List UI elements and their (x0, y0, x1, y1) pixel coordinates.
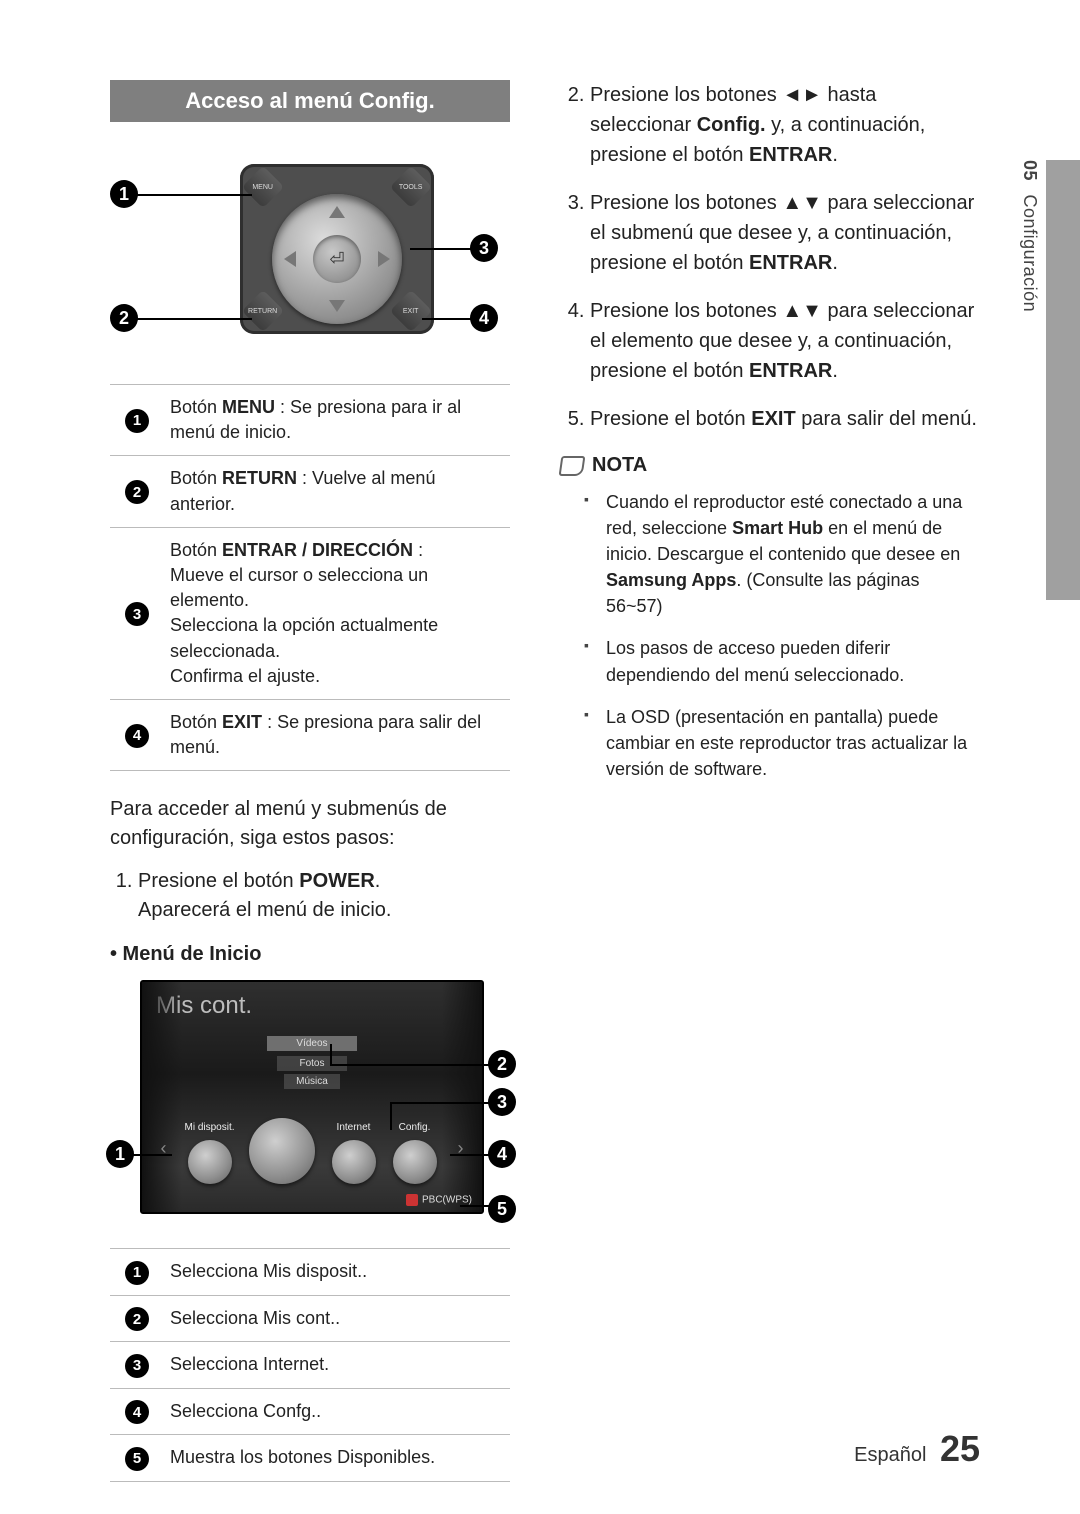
list-item: Presione los botones ▲▼ para seleccionar… (590, 188, 980, 278)
leader-line (136, 318, 252, 320)
note-heading: NOTA (560, 454, 980, 477)
right-edge-tab (1046, 160, 1080, 600)
row-text: Selecciona Mis cont.. (164, 1295, 510, 1342)
section-title-bar: Acceso al menú Config. (110, 80, 510, 122)
dpad-enter-icon: ⏎ (313, 235, 361, 283)
home-icon-config: Config. (393, 1140, 437, 1184)
row-number: 2 (125, 480, 149, 504)
section-number: 05 (1019, 160, 1040, 181)
remote-body: MENU TOOLS RETURN EXIT ⏎ (240, 164, 434, 334)
row-number: 2 (125, 1307, 149, 1331)
row-text: Botón MENU : Se presiona para ir al menú… (164, 385, 510, 456)
remote-callout-3: 3 (470, 234, 498, 262)
home-icon-center (249, 1118, 315, 1184)
home-icon-midisposit: Mi disposit. (188, 1140, 232, 1184)
dpad-up-icon (329, 206, 345, 218)
row-text: Botón RETURN : Vuelve al menú anterior. (164, 456, 510, 527)
leader-line (460, 1205, 490, 1207)
table-row: 3 Botón ENTRAR / DIRECCIÓN :Mueve el curs… (110, 527, 510, 699)
leader-line (132, 1154, 172, 1156)
section-name: Configuración (1020, 195, 1040, 313)
home-menu-icon-row: ‹ Mi disposit. Internet Config. › (142, 1112, 482, 1184)
home-menu-diagram: Mis cont. Vídeos Fotos Música ‹ Mi dispo… (110, 980, 510, 1230)
homemenu-callout-5: 5 (488, 1195, 516, 1223)
notes-list: Cuando el reproductor esté conectado a u… (560, 489, 980, 782)
left-steps-list: Presione el botón POWER.Aparecerá el men… (110, 867, 510, 925)
home-icon-internet: Internet (332, 1140, 376, 1184)
table-row: 4 Botón EXIT : Se presiona para salir del… (110, 699, 510, 770)
row-number: 1 (125, 1261, 149, 1285)
row-number: 3 (125, 602, 149, 626)
list-item: La OSD (presentación en pantalla) puede … (606, 704, 980, 782)
homemenu-callout-1: 1 (106, 1140, 134, 1168)
row-text: Botón ENTRAR / DIRECCIÓN :Mueve el curso… (164, 527, 510, 699)
homemenu-callout-2: 2 (488, 1050, 516, 1078)
section-side-label: 05 Configuración (1019, 160, 1040, 312)
dpad-down-icon (329, 300, 345, 312)
table-row: 3 Selecciona Internet. (110, 1342, 510, 1389)
row-text: Botón EXIT : Se presiona para salir del … (164, 699, 510, 770)
remote-corner-return: RETURN (242, 290, 284, 332)
table-row: 1 Botón MENU : Se presiona para ir al men… (110, 385, 510, 456)
manual-page: 05 Configuración Acceso al menú Config. … (0, 0, 1080, 1514)
remote-corner-exit: EXIT (390, 290, 432, 332)
home-menu-band: Música (284, 1074, 340, 1089)
list-item: Presione los botones ▲▼ para seleccionar… (590, 296, 980, 386)
dpad-left-icon (284, 251, 296, 267)
leader-line (330, 1044, 332, 1066)
remote-desc-table: 1 Botón MENU : Se presiona para ir al men… (110, 384, 510, 771)
page-footer: Español 25 (854, 1428, 980, 1470)
dpad-right-icon (378, 251, 390, 267)
remote-diagram: MENU TOOLS RETURN EXIT ⏎ (110, 154, 510, 364)
remote-corner-menu: MENU (242, 166, 284, 208)
intro-paragraph: Para acceder al menú y submenús de confi… (110, 795, 510, 853)
remote-callout-2: 2 (110, 304, 138, 332)
page-number: 25 (940, 1428, 980, 1469)
right-steps-list: Presione los botones ◄► hasta selecciona… (560, 80, 980, 434)
leader-line (410, 248, 472, 250)
homemenu-callout-4: 4 (488, 1140, 516, 1168)
list-item: Presione los botones ◄► hasta selecciona… (590, 80, 980, 170)
row-text: Muestra los botones Disponibles. (164, 1435, 510, 1482)
row-text: Selecciona Internet. (164, 1342, 510, 1389)
list-item: Cuando el reproductor esté conectado a u… (606, 489, 980, 619)
row-number: 3 (125, 1354, 149, 1378)
leader-line (422, 318, 472, 320)
left-column: Acceso al menú Config. MENU TOOLS RETURN… (110, 80, 510, 1506)
row-text: Selecciona Mis disposit.. (164, 1249, 510, 1296)
list-item: Los pasos de acceso pueden diferir depen… (606, 635, 980, 687)
leader-line (330, 1064, 490, 1066)
row-number: 1 (125, 409, 149, 433)
footer-lang: Español (854, 1444, 926, 1466)
leader-line (450, 1154, 490, 1156)
right-column: Presione los botones ◄► hasta selecciona… (560, 80, 1020, 1506)
home-menu-heading: • Menú de Inicio (110, 943, 510, 966)
leader-line (390, 1102, 490, 1104)
table-row: 4 Selecciona Confg.. (110, 1388, 510, 1435)
remote-corner-tools: TOOLS (390, 166, 432, 208)
row-number: 4 (125, 724, 149, 748)
home-menu-screen: Mis cont. Vídeos Fotos Música ‹ Mi dispo… (140, 980, 484, 1214)
note-icon (560, 456, 584, 476)
row-number: 5 (125, 1447, 149, 1471)
remote-dpad: ⏎ (272, 194, 402, 324)
homemenu-callout-3: 3 (488, 1088, 516, 1116)
leader-line (136, 194, 252, 196)
home-menu-band: Vídeos (267, 1036, 357, 1051)
remote-callout-1: 1 (110, 180, 138, 208)
red-d-button-icon (406, 1194, 418, 1206)
row-number: 4 (125, 1400, 149, 1424)
remote-callout-4: 4 (470, 304, 498, 332)
row-text: Selecciona Confg.. (164, 1388, 510, 1435)
table-row: 2 Selecciona Mis cont.. (110, 1295, 510, 1342)
table-row: 1 Selecciona Mis disposit.. (110, 1249, 510, 1296)
leader-line (390, 1102, 392, 1130)
homemenu-desc-table: 1 Selecciona Mis disposit.. 2 Selecciona Mi… (110, 1248, 510, 1482)
table-row: 2 Botón RETURN : Vuelve al menú anterior. (110, 456, 510, 527)
list-item: Presione el botón EXIT para salir del me… (590, 404, 980, 434)
table-row: 5 Muestra los botones Disponibles. (110, 1435, 510, 1482)
list-item: Presione el botón POWER.Aparecerá el men… (138, 867, 510, 925)
